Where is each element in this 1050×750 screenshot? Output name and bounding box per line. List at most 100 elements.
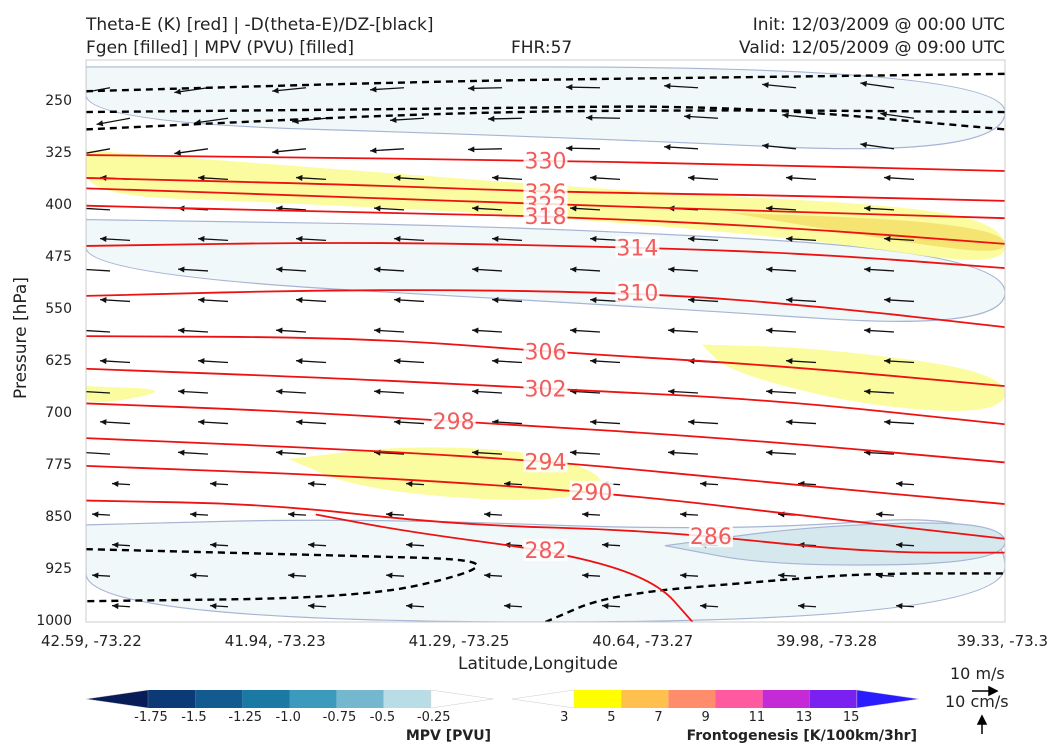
wind-vector-head [700, 602, 707, 610]
theta-e-contour [86, 204, 1005, 245]
wind-vector-head [472, 388, 479, 395]
init-time: Init: 12/03/2009 @ 00:00 UTC [752, 15, 1005, 35]
wind-vector-head [472, 266, 479, 273]
colorbar-segment [574, 690, 622, 708]
wind-vector-head [896, 541, 903, 549]
theta-e-label-bg [523, 377, 568, 400]
x-tick-label: 39.98, -73.28 [776, 632, 878, 650]
y-tick-label: 775 [45, 456, 72, 473]
stability-contour [86, 547, 478, 603]
theta-e-label: 306 [525, 340, 567, 365]
wind-vector-head [786, 358, 793, 365]
wind-vector-head [762, 81, 769, 89]
wind-vector-head [602, 541, 609, 549]
wind-vector-head [860, 80, 867, 87]
wind-vector-head [786, 296, 793, 304]
wind-vector-head [210, 541, 217, 549]
wind-vector-head [884, 235, 891, 243]
wind-vector-head [668, 327, 675, 334]
wind-vector-head [586, 114, 593, 121]
wind-vector-head [590, 358, 597, 365]
colorbar-tick-label: 5 [607, 710, 616, 725]
wind-vector-head [178, 449, 185, 456]
wind-vector-head [386, 511, 393, 518]
x-tick-label: 41.29, -73.25 [408, 632, 510, 650]
wind-vector-head [198, 296, 205, 304]
wind-vector-head [766, 205, 773, 212]
wind-vector-head [390, 116, 397, 123]
colorbar-segment [85, 689, 149, 709]
wind-vector-head [896, 602, 903, 610]
wind-vector-head [766, 388, 773, 395]
wind-vector-head [394, 296, 401, 304]
y-tick-label: 550 [45, 300, 72, 317]
wind-vector-head [786, 419, 793, 426]
colorbar-tick-label: -1.0 [275, 710, 301, 725]
wind-vector-head [308, 602, 315, 610]
wind-vector-head [664, 83, 671, 90]
wind-vector-head [96, 120, 104, 127]
y-tick-label: 700 [45, 404, 72, 421]
theta-e-label-bg [523, 539, 568, 562]
wind-vector-head [884, 174, 891, 181]
wind-vector-head [484, 511, 491, 518]
theta-e-label: 330 [525, 150, 567, 175]
wind-vector-head [472, 327, 479, 334]
wind-vector-head [100, 235, 107, 243]
colorbar-segment [289, 690, 337, 708]
wind-vector-head [664, 144, 671, 151]
wind-vector-head [406, 541, 413, 549]
wind-vector-head [374, 388, 381, 395]
theta-e-label-bg [523, 340, 568, 363]
theta-e-label: 290 [570, 481, 612, 506]
theta-e-label: 302 [525, 378, 567, 403]
wind-vector-head [864, 266, 871, 273]
wind-vector-head [92, 572, 99, 579]
wind-vector-head [174, 149, 181, 156]
theta-e-contour [86, 402, 1005, 464]
wind-vector-head [688, 235, 695, 243]
wind-vector-head [488, 115, 495, 122]
wind-vector-head [668, 388, 675, 395]
theta-e-label-bg [431, 410, 476, 433]
wind-vector-head [884, 296, 891, 304]
wind-vector-head [374, 205, 381, 212]
colorbar-segment [430, 689, 494, 709]
wind-vector-head [492, 174, 499, 181]
theta-e-contour [86, 464, 1005, 540]
title-line-2: Fgen [filled] | MPV (PVU) [filled] [86, 38, 355, 58]
y-tick-label: 250 [45, 92, 72, 109]
colorbar-segment [668, 690, 716, 708]
colorbar-tick-label: -1.75 [134, 710, 168, 725]
wind-vector-head [590, 174, 597, 181]
wind-vector-head [394, 419, 401, 426]
wind-vector-head [100, 296, 107, 304]
colorbar-title: MPV [PVU] [405, 728, 491, 744]
wind-vector-head [566, 145, 573, 152]
wind-vector-head [864, 205, 871, 212]
wind-vector-head [308, 541, 315, 549]
wind-vector [86, 390, 111, 394]
x-axis-title: Latitude,Longitude [458, 654, 618, 674]
wind-vector-head [492, 296, 499, 304]
wind-vector-head [100, 358, 107, 365]
wind-vector-head [276, 327, 283, 334]
colorbar-tick-label: 9 [701, 710, 710, 725]
wind-vector-head [198, 235, 205, 243]
wind-vector-head [198, 358, 205, 365]
wind-vector [86, 87, 111, 93]
wind-vector-head [880, 111, 887, 118]
wind-vector-head [77, 90, 84, 96]
theta-e-contour [86, 367, 1005, 426]
wind-vector-head [386, 572, 393, 579]
colorbar-segment [621, 690, 669, 708]
colorbar-segment [195, 690, 243, 708]
wind-vector-head [570, 205, 577, 212]
colorbar-segment [383, 690, 431, 708]
colorbar-tick-label: 11 [748, 710, 766, 725]
wind-vector-head [370, 147, 377, 154]
theta-e-label: 286 [690, 525, 732, 550]
wind-vector-head [876, 511, 883, 518]
theta-e-contour [315, 513, 694, 622]
wind-vector-head [570, 266, 577, 273]
